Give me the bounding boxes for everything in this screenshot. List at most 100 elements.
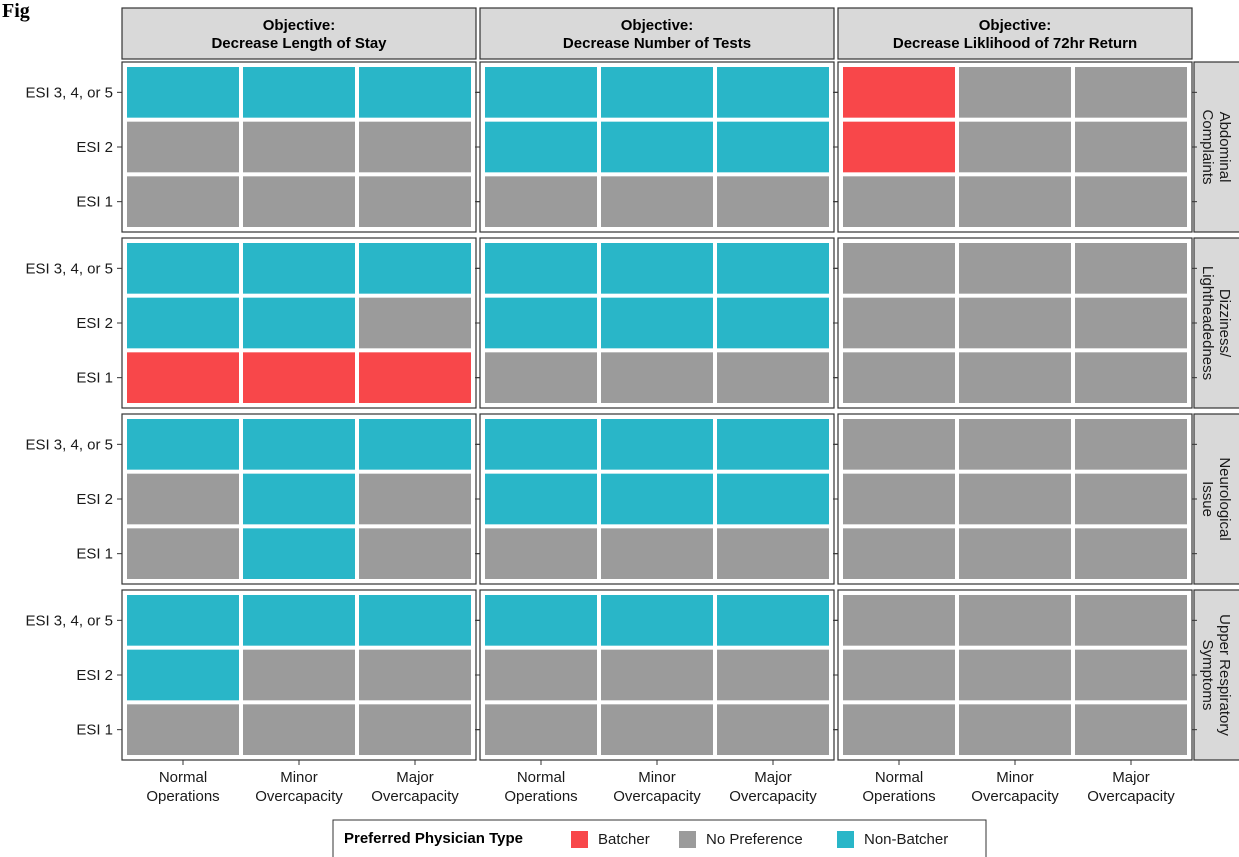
legend-label: No Preference (706, 831, 803, 848)
heatmap-cell (1075, 243, 1187, 294)
heatmap-cell (243, 243, 355, 294)
row-strip (1193, 413, 1239, 585)
legend-box (332, 819, 987, 857)
heatmap-cell (959, 121, 1071, 173)
heatmap-cell (717, 121, 829, 173)
heatmap-cell (601, 297, 713, 349)
y-tick-label: ESI 1 (76, 370, 113, 387)
heatmap-cell (717, 297, 829, 349)
heatmap-cell (717, 649, 829, 701)
heatmap-cell (1075, 419, 1187, 470)
heatmap-cell (1075, 595, 1187, 646)
heatmap-cell (601, 352, 713, 403)
heatmap-cell (243, 528, 355, 579)
heatmap-cell (359, 121, 471, 173)
x-tick-label: Major Overcapacity (1087, 769, 1175, 805)
heatmap-cell (601, 67, 713, 118)
heatmap-cell (959, 67, 1071, 118)
heatmap-cell (843, 297, 955, 349)
heatmap-cell (717, 176, 829, 227)
column-strip (121, 7, 477, 60)
y-tick-label: ESI 1 (76, 194, 113, 211)
heatmap-cell (127, 243, 239, 294)
column-strip (837, 7, 1193, 60)
heatmap-cell (601, 473, 713, 525)
y-tick-label: ESI 2 (76, 667, 113, 684)
row-strip-label: AbdominalComplaints (1199, 109, 1233, 184)
y-tick-label: ESI 3, 4, or 5 (25, 612, 113, 629)
heatmap-cell (1075, 67, 1187, 118)
heatmap-cell (717, 528, 829, 579)
heatmap-cell (717, 704, 829, 755)
column-strip-label: Objective: Decrease Liklihood of 72hr Ret… (893, 17, 1137, 52)
heatmap-cell (843, 67, 955, 118)
heatmap-cell (127, 121, 239, 173)
heatmap-cell (843, 649, 955, 701)
row-strip-label: Upper RespiratorySymptoms (1199, 614, 1233, 736)
heatmap-cell (959, 297, 1071, 349)
y-tick-label: ESI 2 (76, 315, 113, 332)
heatmap-cell (485, 67, 597, 118)
row-strip-label: NeurologicalIssue (1199, 457, 1233, 540)
heatmap-cell (359, 352, 471, 403)
y-tick-label: ESI 1 (76, 546, 113, 563)
heatmap-cell (1075, 528, 1187, 579)
y-tick-label: ESI 2 (76, 139, 113, 156)
heatmap-cell (127, 419, 239, 470)
heatmap-cell (243, 704, 355, 755)
heatmap-cell (1075, 649, 1187, 701)
column-strip (479, 7, 835, 60)
heatmap-cell (601, 595, 713, 646)
heatmap-cell (485, 352, 597, 403)
legend-label: Batcher (598, 831, 650, 848)
heatmap-cell (717, 352, 829, 403)
column-strip-label: Objective: Decrease Length of Stay (211, 17, 387, 52)
heatmap-cell (359, 176, 471, 227)
heatmap-cell (359, 243, 471, 294)
heatmap-cell (127, 528, 239, 579)
legend-label: Non-Batcher (864, 831, 948, 848)
heatmap-cell (127, 352, 239, 403)
heatmap-cell (601, 528, 713, 579)
heatmap-cell (485, 176, 597, 227)
heatmap-cell (485, 243, 597, 294)
heatmap-cell (601, 704, 713, 755)
legend-swatch (571, 831, 588, 848)
heatmap-cell (127, 595, 239, 646)
heatmap-cell (717, 243, 829, 294)
x-tick-label: Minor Overcapacity (971, 769, 1059, 805)
heatmap-cell (127, 473, 239, 525)
heatmap-cell (359, 649, 471, 701)
heatmap-cell (959, 528, 1071, 579)
heatmap-cell (843, 704, 955, 755)
heatmap-cell (127, 67, 239, 118)
heatmap-cell (601, 121, 713, 173)
row-strip (1193, 237, 1239, 409)
heatmap-cell (1075, 704, 1187, 755)
row-strip-label: Dizziness/Lightheadedness (1199, 266, 1233, 380)
heatmap-cell (485, 121, 597, 173)
heatmap-cell (601, 243, 713, 294)
heatmap-cell (243, 595, 355, 646)
x-tick-label: Major Overcapacity (729, 769, 817, 805)
figure-label: Fig (2, 0, 30, 22)
heatmap-cell (843, 528, 955, 579)
heatmap-cell (359, 297, 471, 349)
legend-title: Preferred Physician Type (344, 830, 523, 847)
x-tick-label: Normal Operations (146, 769, 219, 805)
y-tick-label: ESI 1 (76, 722, 113, 739)
heatmap-cell (601, 419, 713, 470)
heatmap-cell (1075, 297, 1187, 349)
heatmap-cell (485, 297, 597, 349)
heatmap-cell (959, 419, 1071, 470)
heatmap-cell (359, 473, 471, 525)
heatmap-cell (243, 649, 355, 701)
heatmap-cell (243, 352, 355, 403)
y-tick-label: ESI 3, 4, or 5 (25, 436, 113, 453)
heatmap-cell (843, 176, 955, 227)
heatmap-cell (1075, 473, 1187, 525)
heatmap-cell (127, 176, 239, 227)
heatmap-cell (717, 595, 829, 646)
heatmap-cell (959, 649, 1071, 701)
